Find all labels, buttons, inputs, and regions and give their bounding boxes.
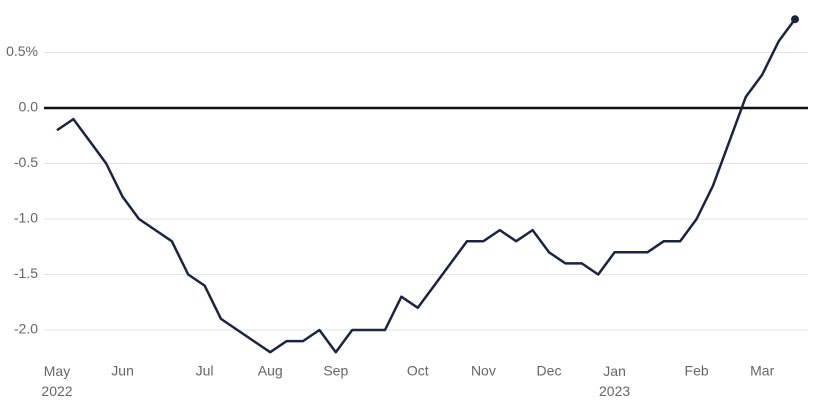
x-tick-label: Aug: [258, 363, 283, 379]
y-tick-label: -1.5: [14, 265, 38, 281]
x-tick-label: Oct: [407, 363, 429, 379]
y-tick-label: 0.0: [19, 99, 39, 115]
x-tick-label: Mar: [750, 363, 774, 379]
y-tick-label: -2.0: [14, 321, 38, 337]
x-tick-label: Nov: [471, 363, 496, 379]
x-tick-label: Sep: [323, 363, 348, 379]
line: [56, 18, 797, 354]
x-tick-label: Jul: [196, 363, 214, 379]
x-tick-label: May 2022: [41, 363, 72, 399]
end-point: [791, 15, 799, 24]
y-tick-label: 0.5%: [6, 43, 38, 59]
x-tick-label: Jan 2023: [599, 363, 630, 399]
x-tick-label: Jun: [111, 363, 134, 379]
x-tick-label: Feb: [685, 363, 709, 379]
y-tick-label: -0.5: [14, 154, 38, 170]
x-tick-label: Dec: [537, 363, 562, 379]
y-tick-label: -1.0: [14, 210, 38, 226]
